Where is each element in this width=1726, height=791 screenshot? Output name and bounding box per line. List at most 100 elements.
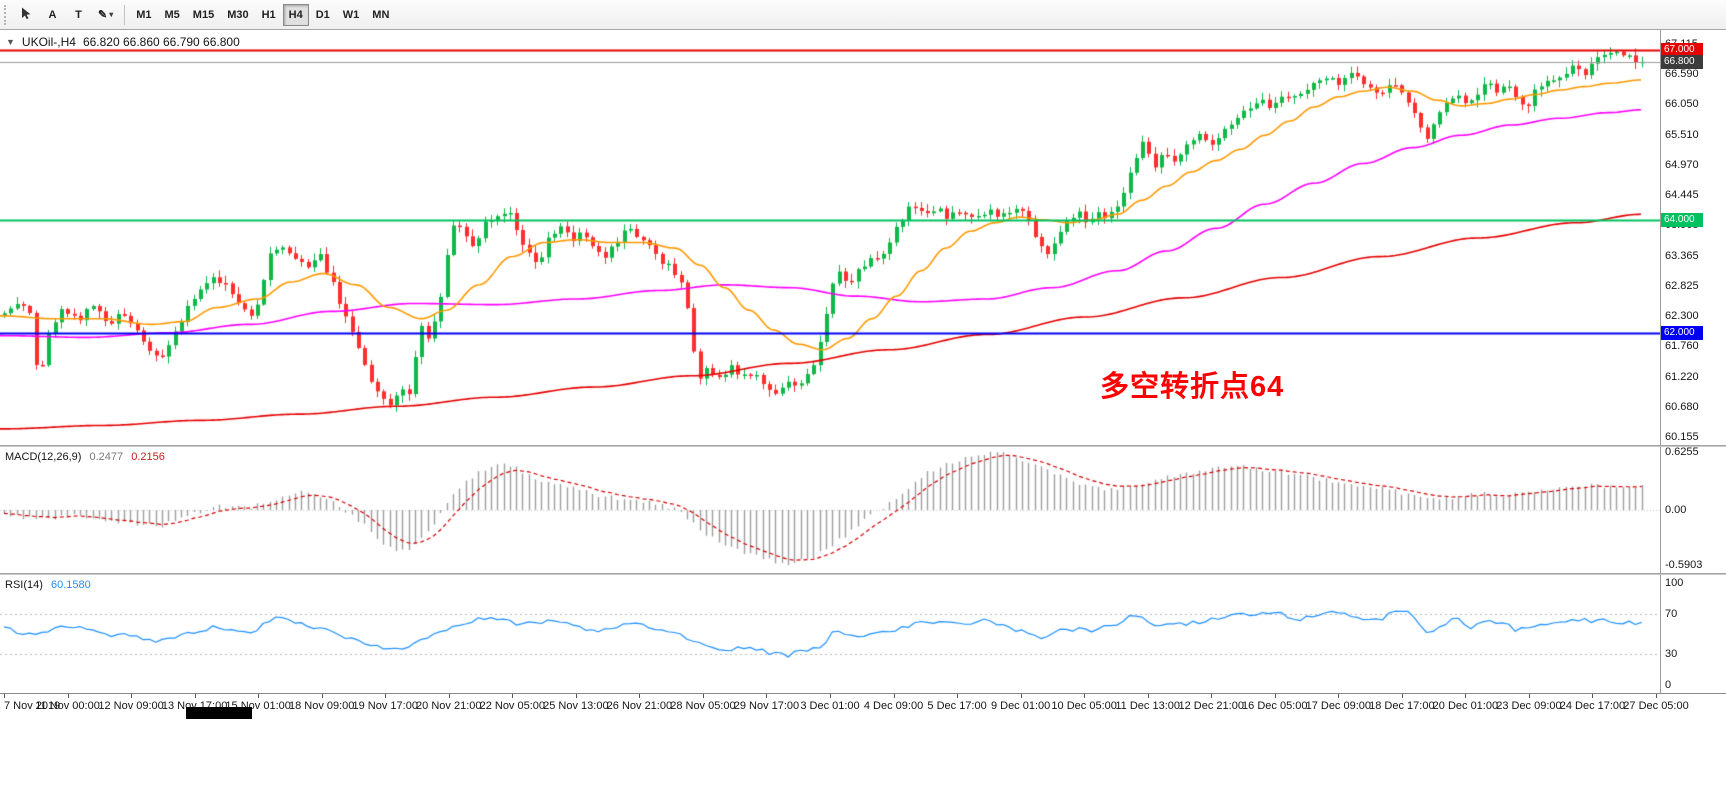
time-axis-label: 27 Dec 05:00 [1623,700,1689,712]
toolbar: A T ✎ ▾ M1 M5 M15 M30 H1 H4 D1 W1 MN [0,0,1726,30]
time-axis-label: 20 Nov 21:00 [416,700,482,712]
timeframe-w1-button[interactable]: W1 [337,4,366,26]
time-tick [195,694,196,698]
time-tick [1592,694,1593,698]
price-tick-label: 64.970 [1665,159,1699,172]
time-axis-label: 7 Nov 2019 [4,700,61,712]
time-tick [957,694,958,698]
rsi-tick-label: 0 [1665,679,1672,691]
main-chart-panel: ▼ UKOil-,H4 66.820 66.860 66.790 66.800 … [0,30,1726,445]
time-axis-label: 23 Dec 09:00 [1496,700,1562,712]
time-axis-label: 4 Dec 09:00 [863,700,924,712]
ohlc-values-label: 66.820 66.860 66.790 66.800 [82,35,240,49]
time-axis-label: 18 Dec 17:00 [1369,700,1435,712]
time-tick [1338,694,1339,698]
rsi-axis[interactable]: 100 70 30 0 [1660,575,1726,693]
time-axis-label: 12 Nov 09:00 [98,700,164,712]
time-axis-label: 22 Nov 05:00 [479,700,546,712]
price-tick-label: 66.590 [1665,67,1699,80]
timeframe-group: M1 M5 M15 M30 H1 H4 D1 W1 MN [130,3,395,26]
text-a-tool-button[interactable]: A [40,4,65,26]
chevron-down-icon: ▼ [6,37,15,47]
timeframe-h1-button[interactable]: H1 [256,4,282,26]
macd-tick-label: 0.00 [1665,504,1687,516]
time-tick [512,694,513,698]
macd-axis[interactable]: 0.6255 0.00 -0.5903 [1660,447,1726,573]
rsi-tick-label: 100 [1665,577,1684,589]
timeframe-m1-button[interactable]: M1 [130,4,157,26]
time-axis-label: 5 Dec 17:00 [927,700,987,712]
time-axis-label: 11 Dec 13:00 [1115,700,1180,712]
time-tick [385,694,386,698]
time-axis-label: 3 Dec 01:00 [800,700,860,712]
price-badge-67.000: 67.000 [1661,43,1703,58]
price-tick-label: 61.760 [1665,340,1699,353]
toolbar-grip[interactable] [4,4,10,25]
time-axis-label: 28 Nov 05:00 [670,700,736,712]
price-tick-label: 66.050 [1665,98,1699,111]
time-tick [4,694,5,698]
macd-name-label: MACD(12,26,9) [5,451,82,463]
time-axis-label: 19 Nov 17:00 [352,700,418,712]
toolbar-separator [124,4,126,25]
time-tick [639,694,640,698]
time-tick [894,694,895,698]
price-tick-label: 61.220 [1665,370,1699,383]
bottom-whitespace [0,719,1726,791]
taskbar-overlay [186,707,252,719]
timeframe-h4-button[interactable]: H4 [282,3,309,26]
chart-annotation-text[interactable]: 多空转折点64 [1100,371,1285,403]
panel-divider[interactable] [0,445,1726,447]
price-axis[interactable]: 67.11566.59066.05065.51064.97064.44563.9… [1660,30,1726,445]
timeframe-m5-button[interactable]: M5 [159,4,186,26]
time-tick [1148,694,1149,698]
time-tick [1402,694,1403,698]
time-axis-label: 12 Dec 21:00 [1178,700,1244,712]
symbol-timeframe-label: UKOil-,H4 [21,35,76,49]
panel-divider[interactable] [0,573,1726,575]
timeframe-mn-button[interactable]: MN [366,4,395,26]
macd-canvas[interactable] [0,447,1660,573]
time-tick [1465,694,1466,698]
time-axis-label: 20 Dec 01:00 [1432,700,1499,712]
timeframe-m30-button[interactable]: M30 [221,4,254,26]
price-tick-label: 62.300 [1665,309,1699,322]
time-tick [766,694,767,698]
timeframe-d1-button[interactable]: D1 [310,4,336,26]
time-tick [449,694,450,698]
time-axis-label: 11 Nov 00:00 [35,700,100,712]
time-tick [322,694,323,698]
price-tick-label: 65.510 [1665,128,1699,141]
time-tick [576,694,577,698]
time-axis[interactable]: 7 Nov 2019 11 Nov 00:00 12 Nov 09:00 13 Nov… [0,693,1726,719]
draw-tools-button[interactable]: ✎ ▾ [92,4,119,26]
price-tick-label: 60.680 [1665,401,1699,414]
macd-tick-label: -0.5903 [1665,558,1703,571]
time-axis-label: 25 Nov 13:00 [543,700,609,712]
time-tick [703,694,704,698]
time-tick [1084,694,1085,698]
timeframe-m15-button[interactable]: M15 [187,4,220,26]
time-tick [830,694,831,698]
cursor-tool-button[interactable] [14,4,39,26]
time-axis-label: 10 Dec 05:00 [1051,700,1117,712]
text-t-tool-button[interactable]: T [66,4,91,26]
macd-tick-label: 0.6255 [1665,447,1699,459]
rsi-name-label: RSI(14) [5,579,43,591]
macd-panel: MACD(12,26,9) 0.2477 0.2156 0.6255 0.00 -0… [0,447,1726,573]
main-price-chart-canvas[interactable] [0,30,1660,445]
dropdown-caret-icon: ▾ [109,10,114,19]
time-tick [1656,694,1657,698]
rsi-tick-label: 30 [1665,648,1678,661]
toolbar-tools-group: A T ✎ ▾ [14,4,119,26]
time-axis-label: 29 Nov 17:00 [733,700,800,712]
time-axis-label: 9 Dec 01:00 [990,700,1051,712]
time-tick [1529,694,1530,698]
time-tick [1275,694,1276,698]
price-badge-66.800: 66.800 [1661,54,1703,69]
rsi-canvas[interactable] [0,575,1660,693]
price-tick-label: 63.365 [1665,249,1699,262]
time-axis-label: 16 Dec 05:00 [1242,700,1308,712]
price-badge-64.000: 64.000 [1661,212,1703,227]
